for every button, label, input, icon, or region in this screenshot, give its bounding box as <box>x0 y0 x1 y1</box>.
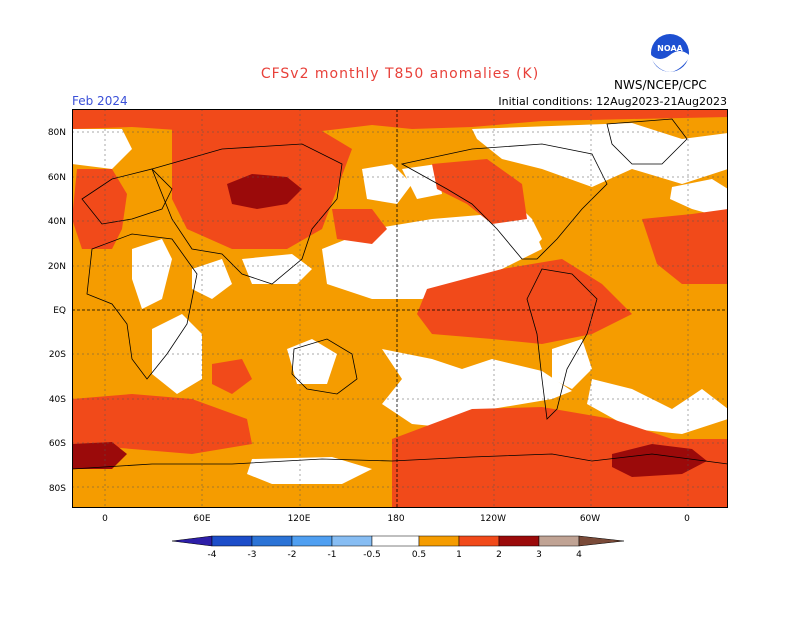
legend-label-2: 2 <box>496 550 502 560</box>
legend-label-3: 3 <box>536 550 542 560</box>
red-north-canada <box>432 159 527 224</box>
legend-swatch-05 <box>418 535 460 547</box>
white-south-pacific <box>382 349 572 429</box>
red-madagascar-region <box>212 359 252 394</box>
coast-south-america <box>526 268 598 420</box>
anomaly-map <box>72 109 728 508</box>
legend-label-1: 1 <box>456 550 462 560</box>
legend-swatch-neg3 <box>211 535 253 547</box>
darkred-siberia <box>227 174 302 209</box>
legend-label-neg3: -3 <box>248 550 257 560</box>
white-australia-west <box>287 339 337 384</box>
lat-label-60n: 60N <box>48 173 66 183</box>
lon-label-0-left: 0 <box>102 514 108 524</box>
legend-label-4: 4 <box>576 550 582 560</box>
red-south-ocean-west <box>72 394 252 454</box>
white-antarctica-pacific <box>247 457 372 484</box>
lat-label-60s: 60S <box>49 439 66 449</box>
coast-asia <box>151 143 343 285</box>
red-arctic-band <box>72 109 728 133</box>
legend-swatch-3 <box>538 535 580 547</box>
initial-conditions: Initial conditions: 12Aug2023-21Aug2023 <box>498 95 727 108</box>
anomaly-2k-regions <box>72 174 707 477</box>
lat-label-20s: 20S <box>49 350 66 360</box>
agency-label: NWS/NCEP/CPC <box>614 78 707 92</box>
legend-swatch-neg05 <box>331 535 373 547</box>
map-grid <box>72 109 728 508</box>
legend-swatch-neg2 <box>251 535 293 547</box>
lon-label-120e: 120E <box>288 514 311 524</box>
noaa-logo: NOAA <box>650 33 690 77</box>
lon-label-60e: 60E <box>193 514 210 524</box>
map-frame <box>72 109 728 508</box>
coast-antarctica <box>72 453 728 470</box>
coast-australia <box>291 338 358 395</box>
legend-arrow-right <box>578 535 625 547</box>
lat-label-40s: 40S <box>49 395 66 405</box>
legend-label-neg2: -2 <box>288 550 297 560</box>
lon-label-120w: 120W <box>480 514 506 524</box>
legend-swatch-2 <box>498 535 540 547</box>
white-south-america <box>552 339 592 389</box>
legend-swatch-white <box>371 535 420 547</box>
legend-swatch-neg1 <box>291 535 333 547</box>
chart-title: CFSv2 monthly T850 anomalies (K) <box>260 66 540 82</box>
valid-month: Feb 2024 <box>72 94 128 108</box>
red-north-pacific-center <box>332 209 387 244</box>
red-atlantic-north <box>642 209 728 284</box>
white-greenland-strip <box>72 129 132 169</box>
legend-swatch-1 <box>458 535 500 547</box>
coastlines <box>72 118 728 470</box>
white-alaska-gulf <box>402 164 442 199</box>
logo-text: NOAA <box>657 44 683 53</box>
legend-arrow-left <box>172 535 213 547</box>
white-south-atlantic <box>587 379 728 434</box>
lat-label-20n: 20N <box>48 262 66 272</box>
lat-label-40n: 40N <box>48 217 66 227</box>
white-tibet <box>242 254 312 284</box>
darkred-weddell <box>612 444 707 477</box>
white-central-north-pacific <box>362 164 412 204</box>
lat-label-eq: EQ <box>53 306 66 316</box>
legend-label-neg4: -4 <box>208 550 217 560</box>
lon-label-0-right: 0 <box>684 514 690 524</box>
color-legend: -4 -3 -2 -1 -0.5 0.5 1 2 3 4 <box>172 535 625 560</box>
red-eurasia-west <box>72 169 127 249</box>
white-north-atlantic <box>670 179 728 219</box>
lon-label-60w: 60W <box>580 514 600 524</box>
lat-label-80s: 80S <box>49 484 66 494</box>
legend-label-neg05: -0.5 <box>363 550 381 560</box>
coast-africa <box>86 233 198 380</box>
lon-label-180: 180 <box>387 514 404 524</box>
white-sahara <box>132 239 172 309</box>
white-arctic-canada <box>472 123 728 187</box>
legend-label-neg1: -1 <box>328 550 337 560</box>
red-south-ocean-east <box>392 407 728 508</box>
darkred-antarctic-west <box>72 442 127 469</box>
legend-label-05: 0.5 <box>412 550 426 560</box>
lat-label-80n: 80N <box>48 128 66 138</box>
anomaly-1k-regions <box>72 109 728 508</box>
coast-north-america <box>400 143 608 260</box>
coast-europe <box>81 168 173 225</box>
coast-greenland <box>606 118 688 165</box>
